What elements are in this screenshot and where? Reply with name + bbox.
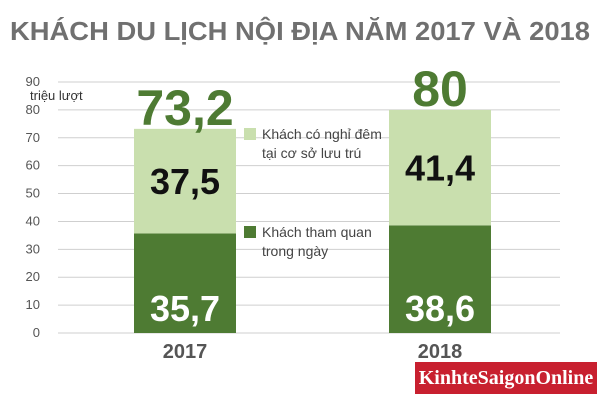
x-axis: 2017 2018 [163,341,463,363]
bar-segment [134,233,236,333]
total-value-label: 80 [412,61,468,117]
legend-label-line2: tại cơ sở lưu trú [262,145,361,161]
y-tick-label: 40 [26,213,40,228]
y-tick-label: 90 [26,74,40,89]
y-tick-label: 70 [26,130,40,145]
segment-value-label: 41,4 [405,148,475,189]
legend-label-line1: Khách có nghỉ đêm [262,126,382,142]
total-value-label: 73,2 [136,80,233,136]
y-tick-label: 60 [26,158,40,173]
y-tick-label: 80 [26,102,40,117]
bar-segment [389,225,491,333]
y-tick-label: 0 [33,325,40,340]
y-tick-label: 30 [26,241,40,256]
legend-swatch [244,226,256,238]
x-category-label: 2017 [163,341,208,363]
publisher-logo: KinhteSaigonOnline [415,362,597,394]
x-category-label: 2018 [418,341,463,363]
bar-segment [134,128,236,234]
segment-value-label: 37,5 [150,161,220,202]
data-labels: 35,7 37,5 73,2 38,6 41,4 80 [136,61,475,329]
legend-label-line2: trong ngày [262,243,328,259]
y-tick-label: 20 [26,269,40,284]
bars [134,109,491,333]
segment-value-label: 35,7 [150,288,220,329]
segment-value-label: 38,6 [405,288,475,329]
y-tick-label: 10 [26,297,40,312]
chart-title: KHÁCH DU LỊCH NỘI ĐỊA NĂM 2017 VÀ 2018 [10,16,590,46]
y-unit-label: triệu lượt [30,88,83,103]
legend-item: Khách có nghỉ đêm tại cơ sở lưu trú [244,126,382,161]
bar-segment [389,109,491,226]
legend-item: Khách tham quan trong ngày [244,224,372,259]
legend-label-line1: Khách tham quan [262,224,372,240]
publisher-logo-text: KinhteSaigonOnline [418,366,594,389]
y-axis: 0 10 20 30 40 50 60 70 80 90 [26,74,40,340]
legend-swatch [244,128,256,140]
y-tick-label: 50 [26,186,40,201]
